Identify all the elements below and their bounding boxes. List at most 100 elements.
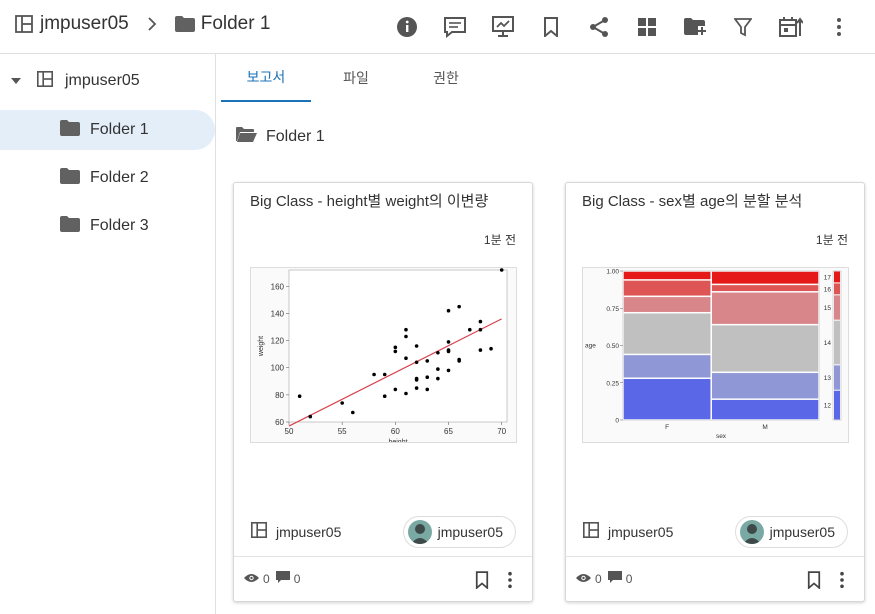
new-folder-button[interactable] [671, 9, 719, 45]
sidebar-item-label: Folder 2 [90, 169, 149, 186]
data-point [436, 376, 440, 381]
report-thumbnail[interactable]: F M 0 0.25 0.50 0.75 1.00 age sex 12 13 14 15 16 17 [582, 267, 849, 443]
publisher-chip[interactable]: jmpuser05 [402, 516, 516, 548]
filter-button[interactable] [719, 9, 767, 45]
data-point [446, 308, 451, 313]
data-point [414, 376, 419, 381]
info-button[interactable] [383, 9, 431, 45]
comments-button[interactable] [431, 9, 479, 45]
card-stats: 0 0 [244, 571, 300, 587]
data-point [467, 327, 472, 332]
x-axis-label: sex [716, 433, 727, 440]
caret-down-icon[interactable] [10, 72, 22, 90]
data-point [446, 340, 451, 344]
data-point [297, 394, 302, 399]
x-tick-label: 70 [497, 427, 506, 436]
sidebar-root-label: jmpuser05 [65, 72, 140, 89]
data-point [404, 356, 408, 361]
tab-reports[interactable]: 보고서 [221, 54, 311, 102]
tab-permissions[interactable]: 권한 [433, 70, 459, 86]
mosaic-cell-F-17 [623, 271, 711, 280]
comment-icon [607, 571, 622, 587]
mosaic-cell-M-14 [711, 324, 819, 373]
more-menu-button[interactable] [815, 9, 863, 45]
data-point [425, 359, 430, 363]
data-point [499, 268, 504, 272]
comment-count: 0 [625, 572, 633, 586]
data-point [404, 334, 408, 339]
report-card[interactable]: Big Class - sex별 age의 분할 분석 1분 전 F M 0 0.25… [565, 182, 865, 602]
card-menu-button[interactable] [497, 567, 523, 593]
legend-label: 17 [824, 274, 832, 281]
eye-icon [244, 572, 259, 586]
report-timestamp: 1분 전 [483, 233, 516, 247]
y-tick-label: 120 [271, 337, 285, 346]
y-tick-label: 160 [271, 282, 285, 291]
sidebar-root[interactable]: jmpuser05 [0, 61, 215, 101]
x-axis-label: height [388, 439, 407, 442]
data-point [489, 346, 493, 351]
x-tick-label: 55 [338, 427, 347, 436]
data-point [414, 360, 419, 365]
present-icon [492, 16, 514, 37]
data-point [457, 357, 461, 362]
owner-name: jmpuser05 [608, 523, 674, 540]
avatar [739, 520, 764, 544]
bookmark-button[interactable] [801, 567, 827, 593]
sidebar-item-label: Folder 3 [90, 217, 149, 234]
legend-label: 14 [824, 340, 832, 347]
scatter-chart: 50 55 60 65 70 60 80 100 120 140 160 weight height [258, 268, 508, 446]
tab-bar: 보고서 파일 권한 [221, 54, 491, 102]
bookmark-icon [475, 571, 489, 589]
sort-by-date-button[interactable] [767, 9, 815, 45]
data-point [436, 367, 440, 371]
report-title[interactable]: Big Class - sex별 age의 분할 분석 [582, 193, 803, 210]
filter-icon [734, 18, 752, 37]
grid-view-button[interactable] [623, 9, 671, 45]
mosaic-cell-M-12 [711, 399, 819, 420]
data-point [382, 372, 387, 377]
report-thumbnail[interactable]: 50 55 60 65 70 60 80 100 120 140 160 weight height [250, 267, 517, 446]
plot-frame [288, 269, 508, 423]
breadcrumb-root[interactable]: jmpuser05 [40, 13, 129, 34]
share-button[interactable] [575, 9, 623, 45]
bookmark-button[interactable] [527, 9, 575, 45]
folder-icon [60, 119, 80, 141]
y-tick-label: 100 [271, 364, 285, 373]
sidebar-item-folder-3[interactable]: Folder 3 [0, 206, 215, 246]
report-card[interactable]: Big Class - height별 weight의 이변량 1분 전 50 5… [233, 182, 533, 602]
y-axis-label: weight [258, 336, 265, 357]
report-title[interactable]: Big Class - height별 weight의 이변량 [250, 193, 489, 210]
tab-files[interactable]: 파일 [343, 70, 369, 86]
y-tick-label: 140 [271, 309, 285, 318]
x-tick-label: 65 [444, 427, 453, 436]
publisher-chip[interactable]: jmpuser05 [734, 516, 848, 548]
data-point [340, 401, 344, 405]
data-point [404, 327, 408, 332]
data-point [414, 386, 419, 390]
mosaic-cell-F-15 [623, 296, 711, 313]
avatar [407, 520, 432, 544]
card-menu-button[interactable] [829, 567, 855, 593]
y-tick-label: 80 [275, 391, 284, 400]
data-point [425, 375, 430, 380]
top-bar: jmpuser05 Folder 1 [0, 0, 875, 54]
more-vert-icon [508, 571, 512, 589]
sidebar-item-label: Folder 1 [90, 121, 149, 138]
present-button[interactable] [479, 9, 527, 45]
workspace-icon [36, 70, 54, 93]
data-point [308, 414, 313, 419]
fit-line [288, 318, 502, 427]
view-count: 0 [263, 572, 270, 586]
legend-swatch [834, 365, 840, 390]
report-owner: jmpuser05 [250, 521, 341, 542]
sidebar-item-folder-1[interactable]: Folder 1 [0, 110, 215, 150]
bookmark-icon [807, 571, 821, 589]
card-footer: 0 0 [234, 556, 532, 602]
sidebar-item-folder-2[interactable]: Folder 2 [0, 158, 215, 198]
bookmark-button[interactable] [469, 567, 495, 593]
folder-icon [174, 16, 195, 32]
y-tick-label: 0.50 [606, 343, 619, 350]
data-point [457, 304, 461, 309]
legend-swatch [834, 271, 840, 283]
